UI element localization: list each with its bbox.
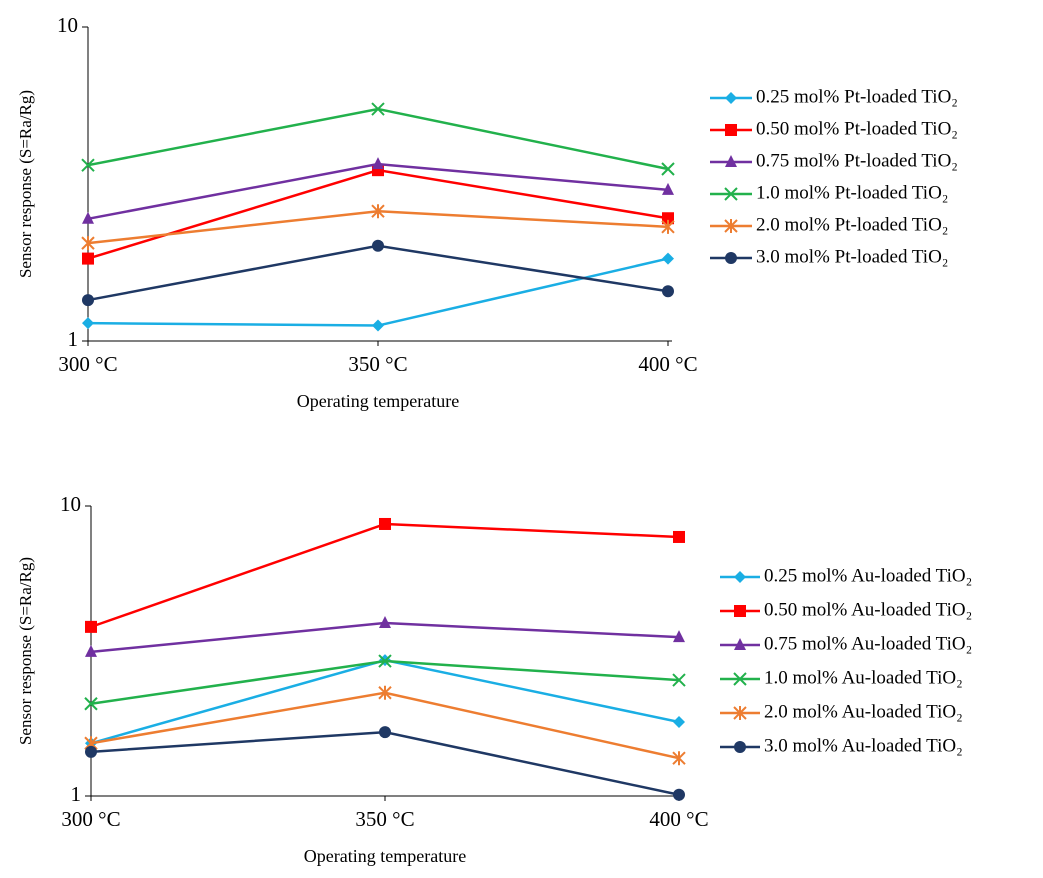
x-tick-label: 400 °C — [649, 807, 708, 831]
line — [88, 246, 668, 300]
legend-label: 1.0 mol% Au-loaded TiO₂ — [764, 667, 963, 688]
y-tick-label: 1 — [71, 782, 82, 806]
legend-label: 0.50 mol% Au-loaded TiO₂ — [764, 599, 972, 620]
marker — [734, 741, 746, 753]
legend-label: 1.0 mol% Pt-loaded TiO₂ — [756, 182, 948, 203]
marker — [725, 124, 737, 136]
marker — [673, 789, 685, 801]
marker — [673, 531, 685, 543]
legend-label: 0.50 mol% Pt-loaded TiO₂ — [756, 118, 958, 139]
marker — [734, 571, 746, 583]
line — [91, 524, 679, 627]
legend-label: 0.75 mol% Au-loaded TiO₂ — [764, 633, 972, 654]
marker — [82, 317, 94, 329]
y-axis-title: Sensor response (S=Ra/Rg) — [16, 90, 35, 278]
marker — [82, 253, 94, 265]
series — [82, 253, 674, 332]
legend-label: 0.25 mol% Au-loaded TiO₂ — [764, 565, 972, 586]
marker — [379, 518, 391, 530]
legend-label: 3.0 mol% Pt-loaded TiO₂ — [756, 246, 948, 267]
marker — [662, 253, 674, 265]
legend-label: 0.25 mol% Pt-loaded TiO₂ — [756, 86, 958, 107]
marker — [662, 285, 674, 297]
marker — [85, 621, 97, 633]
x-tick-label: 300 °C — [58, 352, 117, 376]
series — [82, 240, 674, 306]
marker — [82, 294, 94, 306]
marker — [372, 240, 384, 252]
series — [85, 686, 685, 765]
x-tick-label: 300 °C — [61, 807, 120, 831]
marker — [725, 252, 737, 264]
y-axis-title: Sensor response (S=Ra/Rg) — [16, 557, 35, 745]
legend-label: 0.75 mol% Pt-loaded TiO₂ — [756, 150, 958, 171]
marker — [734, 605, 746, 617]
y-tick-label: 1 — [68, 327, 79, 351]
series — [85, 616, 685, 657]
marker — [673, 716, 685, 728]
line — [88, 259, 668, 326]
legend-label: 2.0 mol% Au-loaded TiO₂ — [764, 701, 963, 722]
marker — [372, 157, 384, 169]
x-tick-label: 400 °C — [638, 352, 697, 376]
series — [85, 518, 685, 633]
series — [85, 726, 685, 801]
x-tick-label: 350 °C — [348, 352, 407, 376]
x-axis-title: Operating temperature — [304, 846, 466, 866]
line — [91, 732, 679, 795]
marker — [725, 92, 737, 104]
marker — [379, 726, 391, 738]
marker — [85, 746, 97, 758]
legend-label: 2.0 mol% Pt-loaded TiO₂ — [756, 214, 948, 235]
y-tick-label: 10 — [57, 13, 78, 37]
x-axis-title: Operating temperature — [297, 391, 459, 411]
marker — [372, 320, 384, 332]
y-tick-label: 10 — [60, 492, 81, 516]
legend-label: 3.0 mol% Au-loaded TiO₂ — [764, 735, 963, 756]
figure: 1 10 300 °C 350 °C 400 °C Operating temperatu… — [0, 0, 1043, 878]
x-tick-label: 350 °C — [355, 807, 414, 831]
